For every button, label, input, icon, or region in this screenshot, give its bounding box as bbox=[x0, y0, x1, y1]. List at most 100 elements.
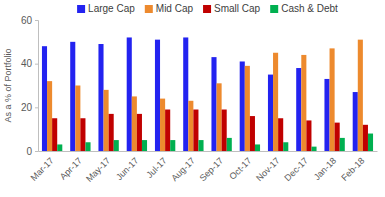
series bbox=[42, 37, 358, 151]
legend-item: Small Cap bbox=[203, 3, 261, 14]
tick-label: Sep-17 bbox=[198, 156, 226, 184]
legend: Large Cap Mid Cap Small Cap Cash & Debt bbox=[77, 3, 338, 14]
tick: 60 bbox=[21, 15, 38, 26]
legend-swatch bbox=[270, 5, 278, 13]
tick-mark bbox=[35, 151, 38, 152]
tick: Sep-17 bbox=[198, 156, 226, 184]
legend-label: Large Cap bbox=[88, 3, 135, 14]
bar bbox=[98, 44, 103, 151]
tick: Apr-17 bbox=[58, 156, 84, 182]
tick: Aug-17 bbox=[169, 156, 197, 184]
bar bbox=[273, 53, 278, 151]
bar bbox=[137, 114, 142, 151]
tick-label: 60 bbox=[21, 15, 33, 26]
tick-label: Jan-18 bbox=[312, 156, 339, 183]
tick-label: 0 bbox=[26, 146, 32, 157]
tick-label: Feb-18 bbox=[339, 156, 366, 183]
bar bbox=[85, 142, 90, 151]
bar bbox=[127, 37, 132, 151]
bar bbox=[211, 57, 216, 151]
bar bbox=[183, 37, 188, 151]
bar bbox=[324, 79, 329, 151]
tick-mark bbox=[35, 64, 38, 65]
bar bbox=[306, 120, 311, 151]
x-axis: Mar-17Apr-17May-17Jun-17Jul-17Aug-17Sep-… bbox=[29, 152, 378, 184]
tick-mark bbox=[35, 20, 38, 21]
bar bbox=[104, 90, 109, 151]
tick: Mar-17 bbox=[29, 156, 56, 183]
bar bbox=[250, 116, 255, 151]
tick: 0 bbox=[26, 146, 38, 157]
bar bbox=[114, 140, 119, 151]
legend-swatch bbox=[77, 5, 85, 13]
y-axis-title: As a % of Portfolio bbox=[3, 48, 13, 122]
tick: 40 bbox=[21, 58, 38, 69]
bar bbox=[170, 140, 175, 151]
tick-label: Oct-17 bbox=[227, 156, 253, 182]
bar bbox=[240, 61, 245, 151]
axis-line bbox=[39, 151, 378, 152]
bar bbox=[52, 118, 57, 151]
bar bbox=[47, 81, 52, 151]
bar bbox=[193, 110, 198, 151]
legend-label: Mid Cap bbox=[156, 3, 194, 14]
tick-label: Jun-17 bbox=[114, 156, 141, 183]
bar bbox=[301, 55, 306, 151]
legend-swatch bbox=[203, 5, 211, 13]
bar bbox=[363, 125, 368, 151]
legend-item: Large Cap bbox=[77, 3, 135, 14]
legend-label: Small Cap bbox=[214, 3, 261, 14]
series bbox=[47, 40, 363, 151]
tick-label: 20 bbox=[21, 102, 33, 113]
bar bbox=[311, 147, 316, 151]
bar bbox=[42, 46, 47, 151]
bar bbox=[165, 110, 170, 151]
tick: May-17 bbox=[84, 156, 112, 184]
tick-label: 40 bbox=[21, 58, 33, 69]
bar bbox=[222, 110, 227, 151]
bar bbox=[70, 42, 75, 151]
bar bbox=[188, 101, 193, 151]
tick: Dec-17 bbox=[282, 156, 310, 184]
tick-label: Apr-17 bbox=[58, 156, 84, 182]
legend-item: Cash & Debt bbox=[270, 3, 338, 14]
bar bbox=[335, 123, 340, 151]
bar bbox=[75, 86, 80, 152]
bar bbox=[198, 140, 203, 151]
bar bbox=[57, 144, 62, 151]
bar bbox=[109, 114, 114, 151]
y-axis: 0 20 40 60 bbox=[21, 15, 39, 157]
tick: Jun-17 bbox=[114, 156, 141, 183]
bar bbox=[155, 40, 160, 151]
tick: 20 bbox=[21, 102, 38, 113]
tick-label: Aug-17 bbox=[169, 156, 197, 184]
tick-mark bbox=[35, 107, 38, 108]
series bbox=[57, 134, 373, 151]
bar bbox=[296, 68, 301, 151]
bar bbox=[142, 140, 147, 151]
chart: 0 20 40 60 Mar-17Apr-17May-17Jun-17Jul-17Aug… bbox=[0, 0, 385, 197]
axis-line bbox=[35, 21, 39, 152]
bars bbox=[42, 37, 373, 151]
bar bbox=[160, 99, 165, 151]
bar bbox=[340, 138, 345, 151]
tick: Nov-17 bbox=[254, 156, 282, 184]
tick-label: Dec-17 bbox=[282, 156, 310, 184]
bar bbox=[353, 92, 358, 151]
legend-swatch bbox=[145, 5, 153, 13]
legend-label: Cash & Debt bbox=[281, 3, 338, 14]
tick: Oct-17 bbox=[227, 156, 253, 182]
bar bbox=[358, 40, 363, 151]
bar bbox=[255, 144, 260, 151]
bar bbox=[245, 66, 250, 151]
tick-label: May-17 bbox=[84, 156, 112, 184]
bar bbox=[227, 138, 232, 151]
bar bbox=[283, 142, 288, 151]
tick: Jan-18 bbox=[312, 156, 339, 183]
tick: Feb-18 bbox=[339, 156, 366, 183]
bar bbox=[80, 118, 85, 151]
bar bbox=[268, 75, 273, 151]
bar bbox=[132, 96, 137, 151]
tick-label: Nov-17 bbox=[254, 156, 282, 184]
bar bbox=[217, 83, 222, 151]
